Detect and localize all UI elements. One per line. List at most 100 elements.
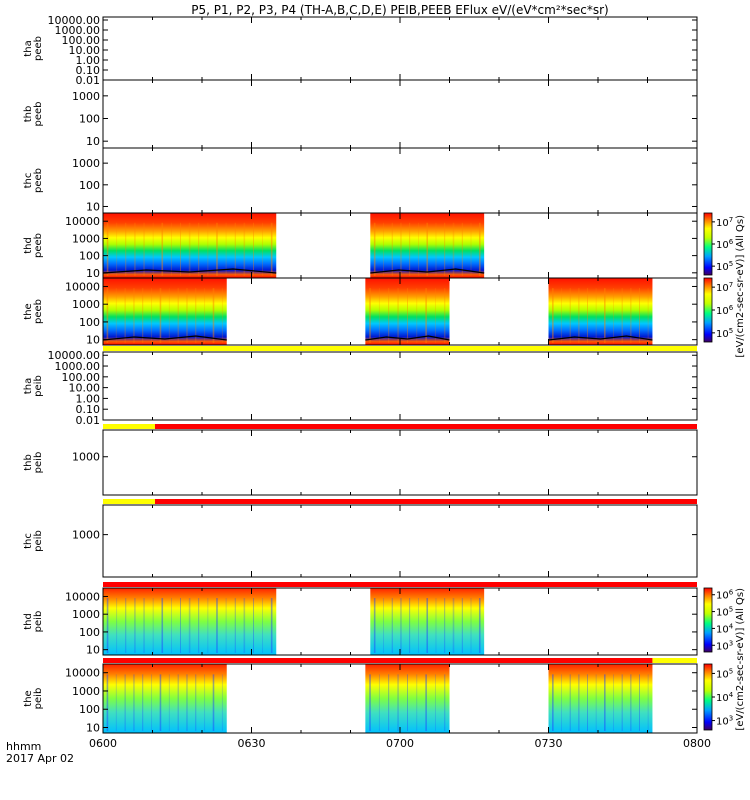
tha-peib-flag-bar-0 <box>103 346 697 351</box>
thd-peib-y-tick-label: 1000 <box>72 608 100 621</box>
colorbar-label-ion: [eV/(cm2-sec-sr-eV)] (All Qs) <box>735 588 746 731</box>
tha-peib-panel-label-0: tha <box>23 378 34 394</box>
thd-peeb-y-tick-label: 10000 <box>65 215 100 228</box>
panel-thd-peib: 10000 1000 100 10 thd peib <box>23 582 698 657</box>
thd-peeb-cutoff-trace <box>102 268 277 274</box>
thb-peib-frame <box>102 429 698 496</box>
tha-peeb-y-tick-label: 10000.00 <box>48 14 101 27</box>
tha-peeb-y-tick-label: 100.00 <box>62 34 101 47</box>
x-axis-date-label: 2017 Apr 02 <box>6 752 74 765</box>
thc-peib-panel-label-0: thc <box>23 533 34 549</box>
tha-peib-y-tick-label: 10000.00 <box>48 349 101 362</box>
the-peib-spectrum-segment-1 <box>365 664 450 733</box>
thd-peeb-spectrum-segment-1 <box>370 213 485 278</box>
x-axis-tick-label: 0730 <box>535 737 563 750</box>
colorbar-thd-peib-tick-label: 104 <box>716 622 734 635</box>
panel-the-peib: 10000 1000 100 10 the peib <box>23 658 698 735</box>
the-peib-y-tick-label: 1000 <box>72 685 100 698</box>
thc-peeb-y-tick-label: 100 <box>79 179 100 192</box>
the-peib-y-tick-label: 10000 <box>65 667 100 680</box>
x-axis-tick-label: 0630 <box>238 737 266 750</box>
thd-peeb-y-tick-label: 10 <box>86 267 100 280</box>
tha-peib-y-tick-label: 1000.00 <box>55 360 101 373</box>
thd-peib-spectrum-segment-0 <box>103 588 277 655</box>
panels: 10000.001000.00100.0010.001.000.100.01th… <box>23 14 698 735</box>
tha-peeb-panel-label-1: peeb <box>33 36 44 61</box>
tha-peib-frame <box>102 351 698 421</box>
panel-the-peeb: 10000 1000 100 10 the peeb <box>23 277 698 347</box>
thb-peeb-panel-label-1: peeb <box>33 102 44 127</box>
thc-peib-flag-bar-0 <box>103 499 155 504</box>
figure-title: P5, P1, P2, P3, P4 (TH-A,B,C,D,E) PEIB,P… <box>191 3 608 17</box>
thc-peib-flag-bar-1 <box>154 499 698 504</box>
thd-peeb-y-tick-label: 100 <box>79 250 100 263</box>
the-peeb-spectrum-segment-1 <box>365 278 450 345</box>
tha-peib-panel-label-1: peib <box>33 375 44 397</box>
tha-peeb-y-tick-label: 10.00 <box>69 44 101 57</box>
thd-peeb-y-tick-label: 1000 <box>72 232 100 245</box>
thd-peib-y-tick-label: 10 <box>86 644 100 657</box>
thb-peib-panel-label-0: thb <box>23 454 34 471</box>
thd-peib-y-tick-label: 100 <box>79 626 100 639</box>
thd-peeb-cutoff-trace <box>370 268 485 274</box>
colorbar-thd-peeb: 107 106 105 <box>703 212 734 276</box>
colorbar-thd-peeb-tick-label: 107 <box>716 216 733 229</box>
x-axis-tick-label: 0600 <box>89 737 117 750</box>
thd-peib-spectrum-segment-1 <box>370 588 485 655</box>
thb-peeb-frame <box>102 79 698 149</box>
tha-peib-y-tick-label: 0.01 <box>76 414 101 427</box>
the-peeb-spectrum-segment-0 <box>103 278 227 345</box>
thd-peeb-panel-label-0: thd <box>23 237 34 254</box>
the-peib-spectrum-segment-2 <box>548 664 653 733</box>
colorbar-the-peib-tick-label: 103 <box>716 715 733 728</box>
thb-peeb-y-tick-label: 10 <box>86 135 100 148</box>
x-axis-tick-label: 0700 <box>386 737 414 750</box>
the-peeb-y-tick-label: 10000 <box>65 280 100 293</box>
the-peeb-cutoff-trace <box>548 335 653 341</box>
colorbar-the-peib-tick-label: 104 <box>716 691 734 704</box>
the-peib-spectrum-segment-0 <box>103 664 227 733</box>
tha-peib-y-tick-label: 100.00 <box>62 371 101 384</box>
the-peeb-cutoff-trace <box>365 335 450 341</box>
the-peeb-y-tick-label: 100 <box>79 316 100 329</box>
tha-peeb-y-tick-label: 1.00 <box>76 54 101 67</box>
the-peib-y-tick-label: 10 <box>86 722 100 735</box>
tha-peeb-panel-label-0: tha <box>23 40 34 56</box>
tha-peib-y-tick-label: 1.00 <box>76 392 101 405</box>
thd-peib-panel-label-0: thd <box>23 613 34 630</box>
the-peeb-spectrum-segment-2 <box>548 278 653 345</box>
the-peib-flag-bar-1 <box>652 658 697 663</box>
colorbar-the-peib-tick-label: 105 <box>716 667 733 680</box>
colorbar-the-peeb: 107 106 105 <box>703 277 734 343</box>
panel-thb-peeb: 1000 100 10 thb peeb <box>23 79 698 149</box>
panel-thc-peeb: 1000 100 10 thc peeb <box>23 147 698 214</box>
the-peib-y-tick-label: 100 <box>79 703 100 716</box>
colorbar-thd-peib-tick-label: 106 <box>716 589 734 602</box>
tha-peeb-y-tick-label: 1000.00 <box>55 24 101 37</box>
the-peeb-y-tick-label: 1000 <box>72 298 100 311</box>
colorbar-thd-peeb-tick-label: 106 <box>716 238 734 251</box>
the-peib-flag-bar-0 <box>103 658 653 663</box>
colorbar-the-peib-scale <box>703 663 713 731</box>
thb-peeb-y-tick-label: 100 <box>79 113 100 126</box>
tha-peeb-y-tick-label: 0.10 <box>76 64 101 77</box>
colorbar-the-peeb-tick-label: 106 <box>716 304 734 317</box>
thb-peib-flag-bar-1 <box>154 424 698 429</box>
thd-peib-y-tick-label: 10000 <box>65 590 100 603</box>
colorbar-the-peib: 105 104 103 <box>703 663 734 731</box>
colorbar-thd-peib-tick-label: 103 <box>716 639 733 652</box>
thc-peeb-y-tick-label: 10 <box>86 200 100 213</box>
the-peeb-y-tick-label: 10 <box>86 334 100 347</box>
the-peeb-cutoff-trace <box>102 335 227 341</box>
thb-peeb-panel-label-0: thb <box>23 106 34 123</box>
panel-thb-peib: 1000 thb peib <box>23 424 698 496</box>
the-peeb-panel-label-0: the <box>23 303 34 319</box>
panel-thd-peeb: 10000 1000 100 10 thd peeb <box>23 212 698 280</box>
tha-peeb-frame <box>102 16 698 81</box>
thb-peib-flag-bar-0 <box>103 424 155 429</box>
thc-peeb-frame <box>102 147 698 214</box>
thd-peib-flag-bar-0 <box>103 582 697 587</box>
